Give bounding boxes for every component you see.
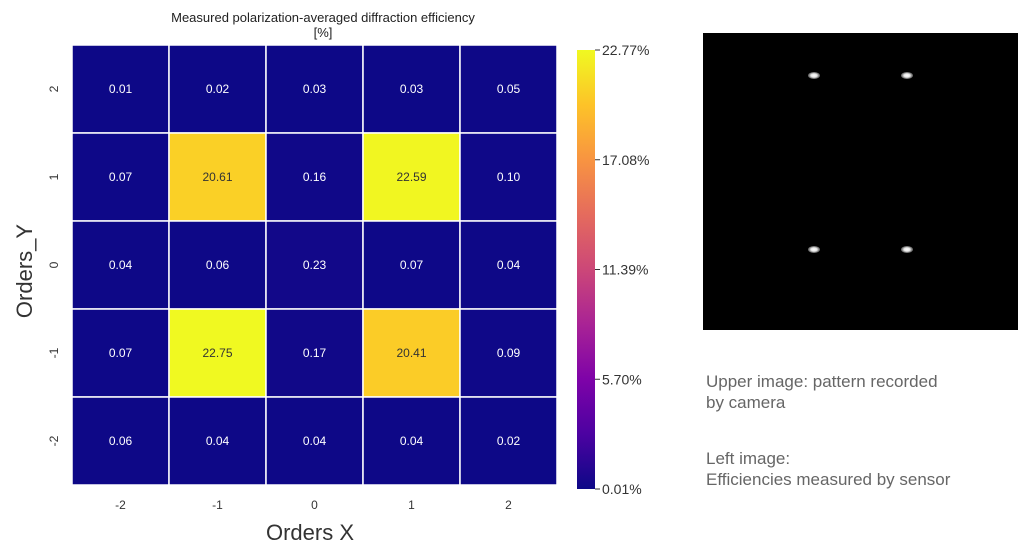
x-tick-labels: -2 -1 0 1 2	[115, 498, 512, 512]
heatmap-cell	[265, 396, 364, 486]
cell-value-label: 0.06	[109, 434, 133, 448]
heatmap-cell	[71, 44, 170, 134]
colorbar-tick-label: 0.01%	[602, 481, 642, 497]
diffraction-spot	[807, 71, 820, 79]
left-note-line1: Left image:	[706, 449, 791, 468]
cell-value-label: 0.03	[400, 82, 424, 96]
heatmap-cell	[71, 308, 170, 398]
x-axis-label: Orders X	[266, 520, 354, 545]
x-tick-label: 1	[408, 498, 415, 512]
cell-value-label: 0.07	[109, 170, 133, 184]
chart-title: Measured polarization-averaged diffracti…	[171, 10, 475, 25]
heatmap-cell	[71, 132, 170, 222]
heatmap-cell	[265, 308, 364, 398]
cell-value-label: 0.07	[109, 346, 133, 360]
upper-note-line1: Upper image: pattern recorded	[706, 372, 938, 391]
y-tick-label: 2	[47, 85, 61, 92]
cell-value-label: 0.04	[497, 258, 521, 272]
y-tick-labels: 2 1 0 -1 -2	[47, 85, 61, 446]
y-tick-label: -2	[47, 435, 61, 446]
heatmap-cell	[168, 44, 267, 134]
camera-image	[703, 33, 1018, 330]
heatmap-cell	[362, 308, 461, 398]
cell-value-label: 0.04	[206, 434, 230, 448]
cell-value-label: 0.01	[109, 82, 133, 96]
cell-value-label: 0.03	[303, 82, 327, 96]
cell-value-label: 0.17	[303, 346, 327, 360]
heatmap-cell	[459, 308, 558, 398]
cell-value-label: 0.02	[206, 82, 230, 96]
heatmap-cell	[168, 396, 267, 486]
heatmap-cell	[265, 132, 364, 222]
y-tick-label: 1	[47, 173, 61, 180]
heatmap-cell	[168, 308, 267, 398]
upper-image-note: Upper image: pattern recorded by camera	[706, 371, 1022, 413]
cell-value-label: 22.75	[202, 346, 232, 360]
cell-value-label: 0.09	[497, 346, 521, 360]
cell-value-label: 0.06	[206, 258, 230, 272]
heatmap-cell	[265, 44, 364, 134]
x-tick-label: -1	[212, 498, 223, 512]
heatmap-cell	[459, 132, 558, 222]
cell-value-label: 0.04	[400, 434, 424, 448]
cell-value-label: 0.16	[303, 170, 327, 184]
colorbar-tick-label: 22.77%	[602, 42, 649, 58]
cell-value-label: 0.10	[497, 170, 521, 184]
diffraction-spot	[900, 245, 913, 253]
chart-subtitle: [%]	[314, 25, 333, 40]
heatmap-cell	[459, 396, 558, 486]
heatmap-cells: 0.01 0.02 0.03 0.03 0.05 0.07 20.61 0.16 22.59 0.…	[71, 44, 558, 486]
cell-value-label: 0.04	[303, 434, 327, 448]
left-note-line2: Efficiencies measured by sensor	[706, 470, 951, 489]
heatmap-chart: Measured polarization-averaged diffracti…	[12, 10, 649, 545]
diffraction-spot	[807, 245, 820, 253]
colorbar-tick-label: 17.08%	[602, 152, 649, 168]
cell-value-label: 22.59	[396, 170, 426, 184]
cell-value-label: 0.23	[303, 258, 327, 272]
colorbar-tick-label: 11.39%	[602, 262, 648, 278]
y-axis-label: Orders_Y	[12, 224, 37, 318]
upper-note-line2: by camera	[706, 393, 786, 412]
x-tick-label: 0	[311, 498, 318, 512]
left-image-note: Left image: Efficiencies measured by sen…	[706, 448, 1022, 490]
x-tick-label: -2	[115, 498, 126, 512]
cell-value-label: 20.41	[396, 346, 426, 360]
heatmap-cell	[362, 220, 461, 310]
diffraction-spot	[900, 71, 913, 79]
x-tick-label: 2	[505, 498, 512, 512]
y-tick-label: -1	[47, 347, 61, 358]
colorbar-tick-label: 5.70%	[602, 371, 642, 387]
colorbar-ticks: 22.77% 17.08% 11.39% 5.70% 0.01%	[595, 42, 649, 497]
heatmap-cell	[168, 220, 267, 310]
cell-value-label: 0.02	[497, 434, 521, 448]
cell-value-label: 20.61	[202, 170, 232, 184]
y-tick-label: 0	[47, 261, 61, 268]
cell-value-label: 0.05	[497, 82, 521, 96]
heatmap-cell	[71, 396, 170, 486]
colorbar	[577, 50, 595, 489]
cell-value-label: 0.04	[109, 258, 133, 272]
cell-value-label: 0.07	[400, 258, 424, 272]
